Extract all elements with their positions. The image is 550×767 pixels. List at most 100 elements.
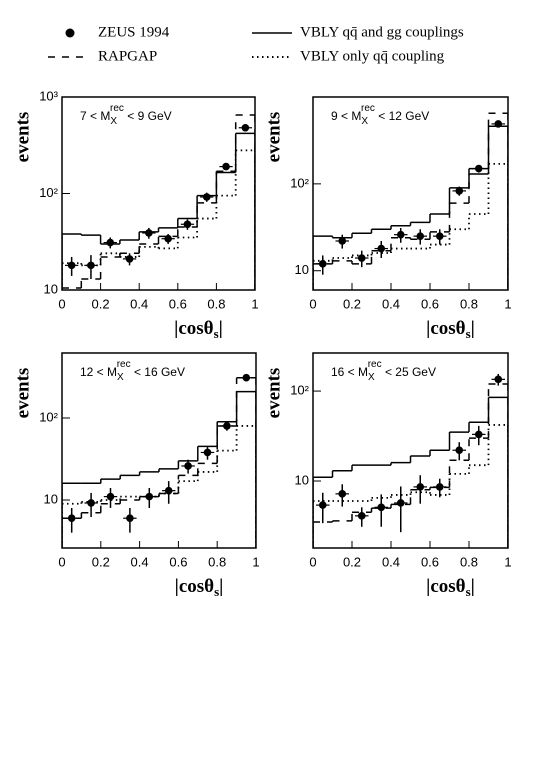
data-point	[455, 446, 464, 455]
data-point	[106, 238, 115, 247]
x-tick-label: 0.8	[207, 296, 225, 311]
title-part: < 12 GeV	[375, 109, 429, 123]
legend-label: RAPGAP	[98, 48, 157, 64]
title-part: < 9 GeV	[124, 109, 172, 123]
x-tick-label: 0.6	[169, 296, 187, 311]
data-point	[357, 254, 366, 262]
title-part: 12 < M	[80, 365, 117, 379]
x-axis-label: |cosθs|	[426, 576, 475, 599]
data-point	[318, 260, 327, 268]
y-tick-label: 10³	[39, 88, 58, 103]
data-point	[184, 462, 192, 470]
title-part: rec	[361, 103, 375, 114]
x-tick-label: 0.4	[382, 296, 400, 311]
data-point	[241, 123, 250, 132]
data-point	[125, 255, 134, 263]
y-axis-label: events	[12, 368, 33, 419]
label-part: |cosθ	[426, 318, 466, 339]
data-point	[202, 193, 211, 201]
title-part: 9 < M	[331, 109, 361, 123]
x-tick-label: 0.8	[208, 554, 226, 569]
x-tick-label: 0.4	[382, 554, 400, 569]
data-point	[203, 448, 212, 457]
data-point	[396, 499, 405, 507]
label-part: |	[219, 576, 223, 597]
x-tick-label: 0.6	[421, 296, 439, 311]
data-point	[416, 232, 425, 240]
panel-title: 12 < MXrec < 16 GeV	[80, 359, 185, 383]
label-part: |	[219, 318, 223, 339]
title-part: 16 < M	[331, 365, 368, 379]
label-part: s	[214, 326, 219, 341]
data-point	[222, 162, 230, 171]
y-axis-label: events	[12, 112, 33, 163]
panel: 0 0.2 0.4 0.6 0.8 1 10 10² 16 < MXrec < 25 GeV |c…	[263, 352, 512, 599]
data-point	[416, 483, 425, 491]
title-part: < 25 GeV	[382, 365, 436, 379]
x-tick-label: 0.2	[343, 296, 361, 311]
label-part: s	[466, 326, 471, 341]
data-point	[338, 490, 347, 498]
title-part: rec	[368, 359, 382, 370]
x-tick-label: 1	[251, 296, 258, 311]
data-point	[435, 232, 444, 240]
y-tick-label: 10²	[290, 175, 309, 190]
y-axis-label: events	[263, 368, 284, 419]
legend-marker	[65, 28, 75, 38]
x-axis-label: |cosθs|	[175, 576, 224, 599]
data-point	[106, 492, 115, 501]
data-point	[164, 486, 173, 495]
panel-title: 9 < MXrec < 12 GeV	[331, 103, 429, 127]
x-tick-label: 0.6	[169, 554, 187, 569]
data-point	[145, 229, 153, 237]
label-part: s	[214, 584, 219, 599]
title-part: X	[361, 116, 368, 127]
y-axis-label: events	[263, 112, 284, 163]
x-axis-label: |cosθs|	[426, 318, 475, 341]
y-tick-label: 10²	[39, 409, 58, 424]
data-point	[183, 220, 192, 229]
x-tick-label: 0.2	[92, 296, 110, 311]
series-group	[313, 112, 508, 290]
data-point	[377, 503, 386, 512]
y-tick-label: 10	[44, 281, 58, 296]
legend-label: ZEUS 1994	[98, 24, 170, 40]
x-tick-label: 0.8	[460, 554, 478, 569]
data-point	[87, 261, 95, 270]
label-part: s	[466, 584, 471, 599]
y-tick-label: 10	[295, 472, 309, 487]
data-point	[494, 375, 503, 384]
x-tick-label: 1	[252, 554, 259, 569]
data-point	[87, 499, 95, 507]
data-point	[126, 514, 134, 523]
label-part: |	[471, 318, 475, 339]
x-tick-label: 1	[504, 296, 511, 311]
data-point	[435, 483, 444, 491]
title-part: rec	[117, 359, 131, 370]
x-tick-label: 0.4	[130, 296, 148, 311]
legend-label: VBLY qq̄ and gg couplings	[300, 24, 464, 40]
y-tick-label: 10²	[290, 383, 309, 398]
title-part: 7 < M	[80, 109, 110, 123]
x-tick-label: 1	[504, 554, 511, 569]
data-point	[164, 234, 172, 243]
data-point	[455, 187, 464, 195]
x-tick-label: 0	[309, 554, 316, 569]
title-part: X	[117, 372, 124, 383]
series-group	[62, 373, 256, 548]
data-point	[242, 373, 251, 382]
data-point	[338, 237, 347, 245]
x-tick-label: 0	[58, 296, 65, 311]
data-point	[145, 492, 154, 501]
legend-label: VBLY only qq̄ coupling	[300, 48, 445, 64]
data-point	[474, 164, 483, 173]
x-tick-label: 0.2	[92, 554, 110, 569]
data-point	[318, 501, 327, 509]
title-part: < 16 GeV	[131, 365, 185, 379]
y-tick-label: 10²	[39, 185, 58, 200]
x-axis-label: |cosθs|	[174, 318, 223, 341]
y-tick-label: 10	[295, 262, 309, 277]
series-group	[313, 373, 508, 548]
